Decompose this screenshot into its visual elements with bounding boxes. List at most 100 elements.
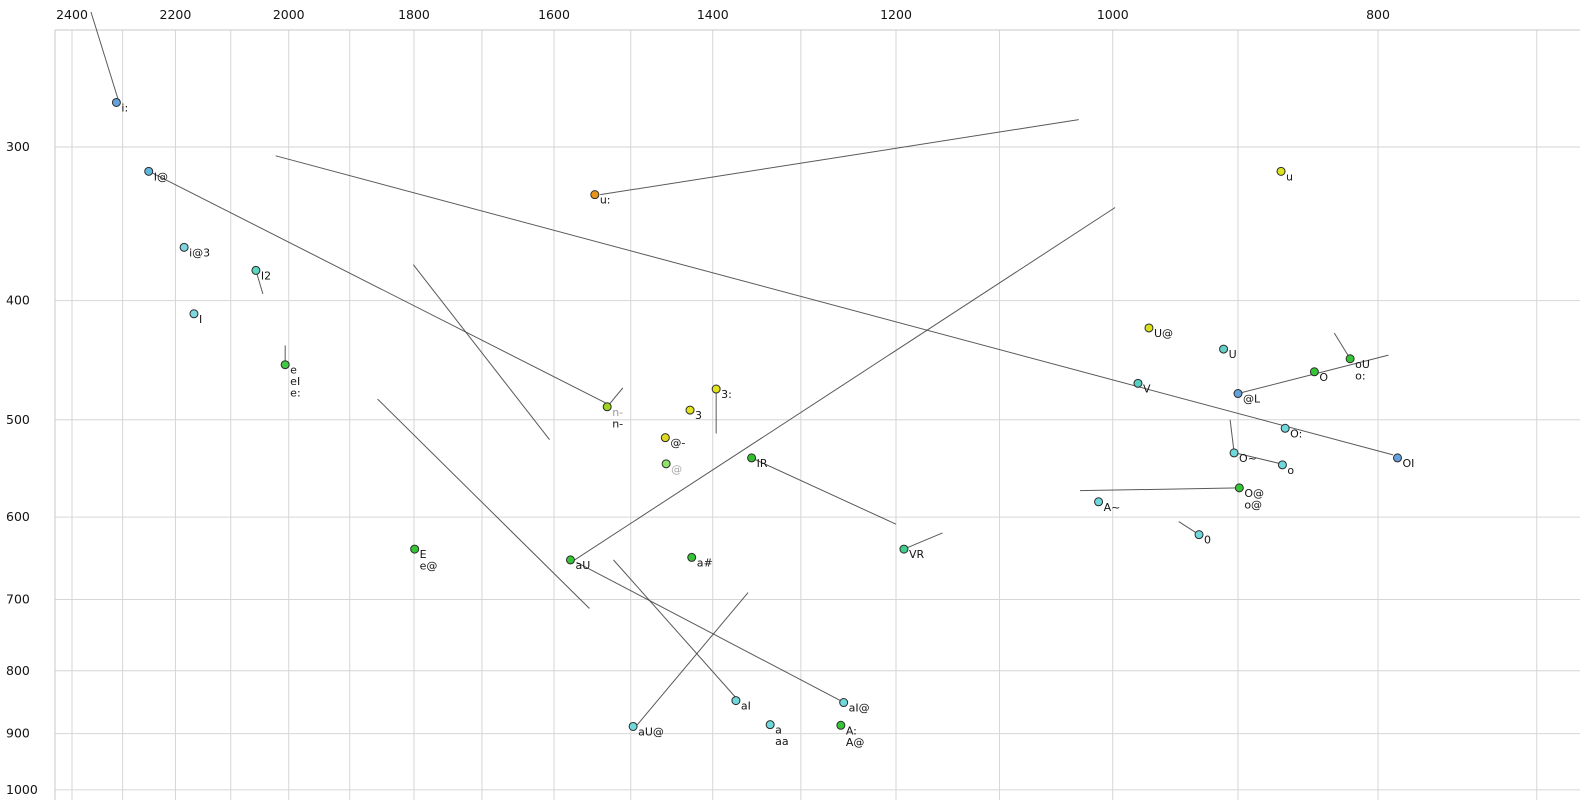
point-label: I	[199, 313, 202, 326]
point-label: 3	[695, 409, 702, 422]
data-point	[1393, 453, 1403, 463]
point-label: o:	[1355, 369, 1365, 382]
x-axis-tick-label: 2400	[56, 7, 88, 22]
data-point	[1233, 389, 1243, 399]
point-label: A~	[1104, 501, 1121, 514]
point-label: u	[1286, 170, 1293, 183]
point-label: @L	[1243, 393, 1261, 406]
point-label: VR	[909, 548, 925, 561]
data-point	[179, 242, 189, 252]
x-axis-tick-label: 2200	[160, 7, 192, 22]
data-point	[765, 720, 775, 730]
point-label: aa	[775, 735, 788, 748]
trajectory-line	[152, 172, 612, 407]
trajectory-line	[1229, 419, 1235, 452]
point-label: O	[1319, 371, 1328, 384]
x-axis-tick-label: 800	[1366, 7, 1390, 22]
point-label: aU	[575, 559, 590, 572]
point-label: i@3	[189, 246, 210, 259]
data-point	[1144, 323, 1154, 333]
data-point	[144, 166, 154, 176]
point-label: A@	[846, 736, 865, 749]
y-axis-tick-label: 400	[6, 293, 30, 308]
data-point	[1094, 497, 1104, 507]
point-label: n-	[612, 417, 623, 430]
point-label: 0	[1204, 534, 1211, 547]
x-axis-tick-label: 1800	[398, 7, 430, 22]
data-point	[661, 459, 671, 469]
x-axis-tick-label: 1600	[538, 7, 570, 22]
point-label: n-	[612, 406, 623, 419]
point-label: eI	[290, 375, 300, 388]
data-point	[1277, 460, 1287, 470]
x-axis-tick-label: 2000	[273, 7, 305, 22]
data-point	[687, 552, 697, 562]
data-point	[602, 402, 612, 412]
point-label: o@	[1244, 498, 1262, 511]
point-label: oU	[1355, 358, 1370, 371]
trajectory-line	[90, 11, 119, 101]
data-point	[280, 360, 290, 370]
point-label: u:	[600, 194, 611, 207]
y-axis-tick-label: 900	[6, 726, 30, 741]
data-point	[747, 453, 757, 463]
data-point	[1309, 367, 1319, 377]
point-label: aI	[741, 700, 751, 713]
trajectory-line	[573, 207, 1116, 562]
data-point	[899, 544, 909, 554]
data-point	[410, 544, 420, 554]
y-axis-tick-label: 300	[6, 139, 30, 154]
point-label: U	[1229, 348, 1237, 361]
data-point	[1229, 448, 1239, 458]
x-axis-tick-label: 1000	[1097, 7, 1129, 22]
data-point	[1345, 354, 1355, 364]
point-label: a#	[697, 556, 713, 569]
point-label: o	[1287, 464, 1294, 477]
point-label: O:	[1290, 427, 1302, 440]
data-point	[660, 433, 670, 443]
y-axis-tick-label: 600	[6, 509, 30, 524]
data-point	[1133, 378, 1143, 388]
x-axis-tick-label: 1400	[697, 7, 729, 22]
x-axis-tick-label: 1200	[880, 7, 912, 22]
data-point	[1276, 166, 1286, 176]
point-label: U@	[1154, 327, 1173, 340]
trajectory-line	[903, 532, 943, 550]
data-point	[685, 405, 695, 415]
point-label: OI	[1403, 457, 1415, 470]
trajectory-line	[613, 559, 739, 701]
point-label: O@	[1244, 487, 1264, 500]
trajectory-line	[751, 457, 897, 525]
point-label: aU@	[638, 725, 664, 738]
data-point	[731, 696, 741, 706]
point-label: I@	[154, 170, 168, 183]
trajectory-line	[600, 119, 1079, 196]
data-point	[590, 190, 600, 200]
point-label: A:	[846, 724, 857, 737]
trajectory-line	[412, 264, 550, 441]
data-point	[839, 698, 849, 708]
data-point	[628, 721, 638, 731]
point-label: I2	[261, 269, 271, 282]
point-label: 3:	[721, 388, 732, 401]
trajectory-line	[377, 398, 590, 609]
point-label: E	[420, 548, 427, 561]
trajectory-line	[635, 592, 749, 727]
trajectory-line	[1235, 452, 1282, 465]
data-point	[1280, 423, 1290, 433]
trajectory-line	[576, 561, 847, 705]
y-axis-tick-label: 1000	[6, 782, 38, 797]
point-label: i:	[121, 101, 128, 114]
data-point	[565, 555, 575, 565]
y-axis-tick-label: 500	[6, 412, 30, 427]
trajectory-line	[275, 155, 1394, 456]
data-point	[1194, 530, 1204, 540]
point-label: e	[290, 364, 297, 377]
point-label: @-	[670, 437, 685, 450]
point-label: a	[775, 724, 782, 737]
data-point	[189, 309, 199, 319]
point-label: V	[1143, 382, 1151, 395]
